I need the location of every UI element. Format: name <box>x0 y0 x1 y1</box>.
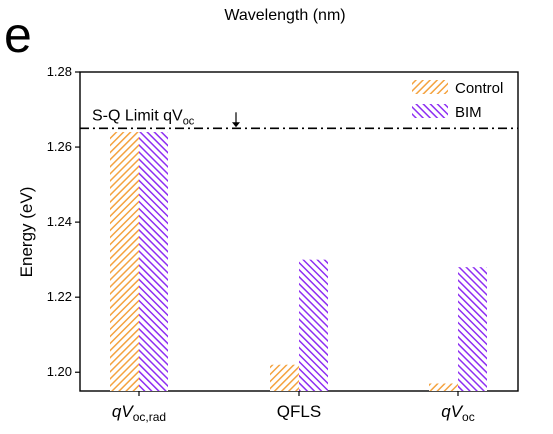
y-tick-label: 1.24 <box>47 214 72 229</box>
bar-control-2 <box>429 383 458 391</box>
x-tick-label-sub: oc <box>462 410 475 424</box>
bar-bim-0 <box>139 132 168 391</box>
sq-limit-label-main: S-Q Limit qV <box>92 107 183 124</box>
legend-label-control: Control <box>455 80 503 97</box>
legend-swatch-control <box>412 80 448 94</box>
sq-limit-label-sub: oc <box>183 115 195 127</box>
x-tick-label-main: qV <box>112 402 134 421</box>
x-axis: qVoc,rad QFLS qVoc <box>112 391 475 424</box>
x-tick-label: QFLS <box>277 402 321 421</box>
y-tick-label: 1.26 <box>47 139 72 154</box>
sq-limit-arrow <box>232 112 240 128</box>
y-tick-label: 1.22 <box>47 289 72 304</box>
legend-label-bim: BIM <box>455 104 482 121</box>
x-tick-label-sub: oc,rad <box>133 410 166 424</box>
sq-limit-label: S-Q Limit qVoc <box>92 107 195 127</box>
panel-label: e <box>4 7 32 63</box>
y-tick-label: 1.20 <box>47 364 72 379</box>
x-tick-label-main: QFLS <box>277 402 321 421</box>
y-tick-label: 1.28 <box>47 64 72 79</box>
bar-control-0 <box>110 132 139 391</box>
legend: Control BIM <box>412 80 503 121</box>
y-axis-label: Energy (eV) <box>17 187 36 278</box>
bar-control-1 <box>270 364 299 391</box>
y-axis: 1.20 1.22 1.24 1.26 1.28 <box>47 64 80 379</box>
x-tick-label-main: qV <box>441 402 463 421</box>
x-tick-label: qVoc,rad <box>112 402 166 424</box>
x-tick-label: qVoc <box>441 402 474 424</box>
bar-bim-1 <box>299 259 328 391</box>
bar-bim-2 <box>458 267 487 391</box>
legend-swatch-bim <box>412 104 448 118</box>
bars <box>110 132 487 391</box>
sq-arrow-head <box>232 122 240 128</box>
chart-title: Wavelength (nm) <box>224 7 345 24</box>
